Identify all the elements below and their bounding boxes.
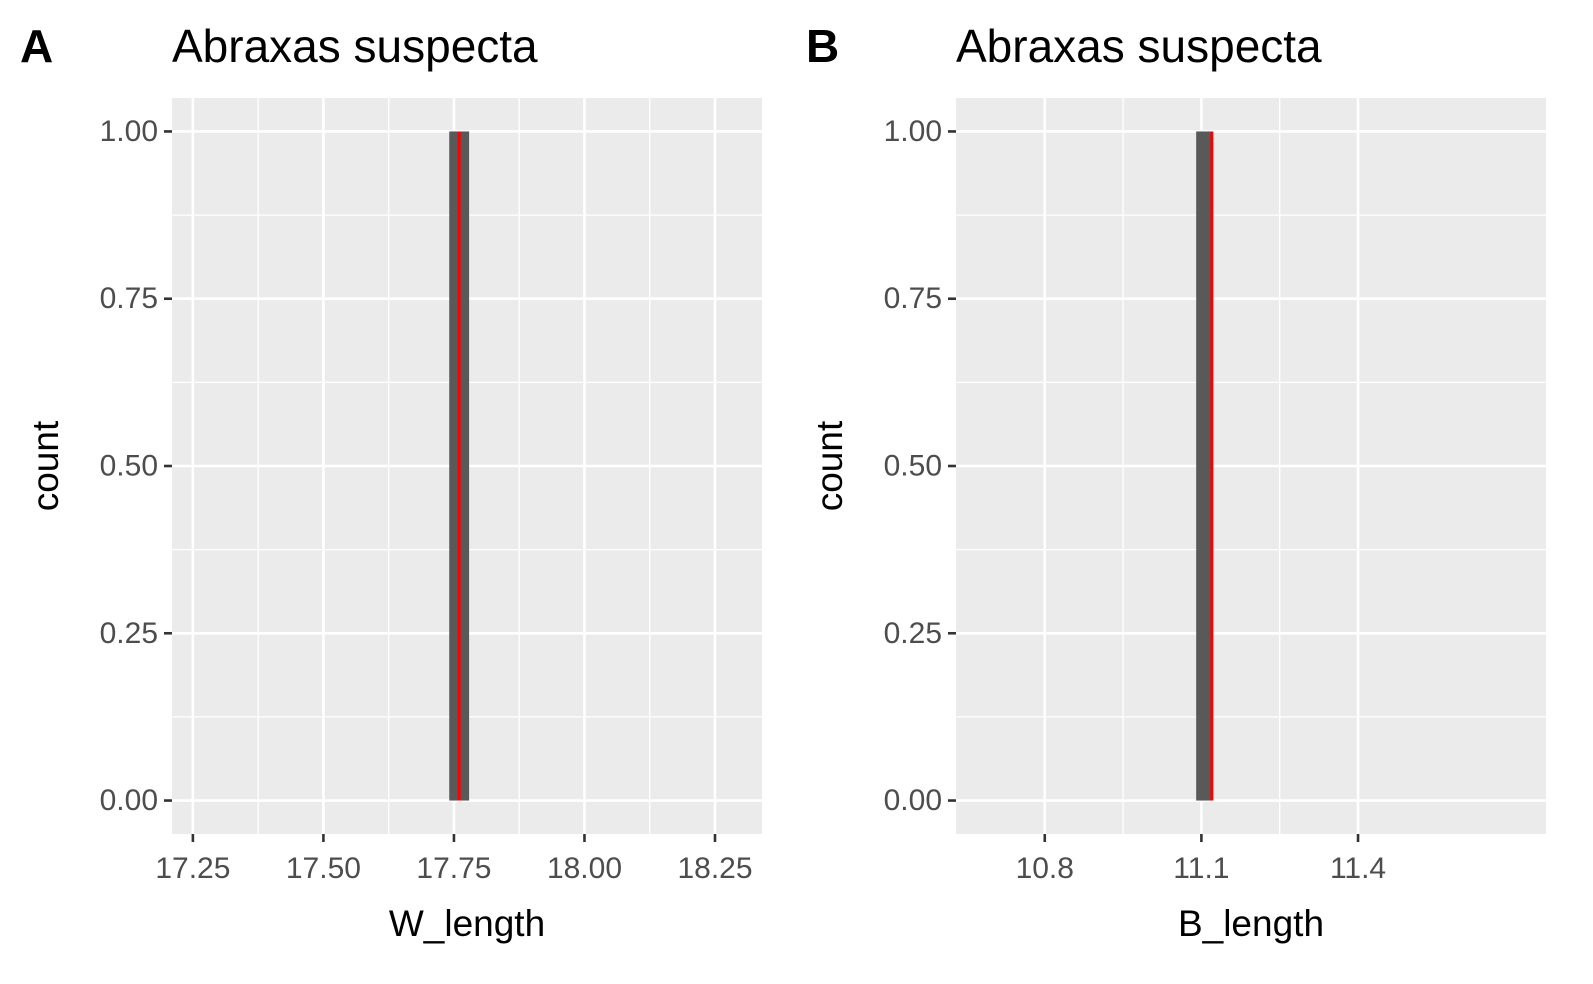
y-tick-label: 0.00 xyxy=(884,784,942,817)
y-tick-label: 0.75 xyxy=(884,282,942,315)
x-axis-title: W_length xyxy=(389,903,545,944)
x-tick-label: 10.8 xyxy=(1016,852,1074,885)
y-tick-label: 1.00 xyxy=(100,115,158,148)
x-tick-label: 11.4 xyxy=(1330,852,1386,885)
y-tick-label: 0.00 xyxy=(100,784,158,817)
y-tick-label: 0.50 xyxy=(100,450,158,483)
panel-tag: B xyxy=(806,20,839,72)
panel-tag: A xyxy=(20,20,53,72)
y-axis-title: count xyxy=(25,420,66,511)
x-axis-title: B_length xyxy=(1178,903,1324,944)
chart-title: Abraxas suspecta xyxy=(956,20,1322,72)
y-tick-label: 0.75 xyxy=(100,282,158,315)
x-tick-label: 17.75 xyxy=(416,852,491,885)
x-tick-label: 18.00 xyxy=(547,852,622,885)
y-tick-label: 0.50 xyxy=(884,450,942,483)
x-tick-label: 11.1 xyxy=(1173,852,1229,885)
y-tick-label: 1.00 xyxy=(884,115,942,148)
x-tick-label: 17.25 xyxy=(155,852,230,885)
histogram-bar xyxy=(1196,131,1212,801)
chart-title: Abraxas suspecta xyxy=(172,20,538,72)
x-tick-label: 18.25 xyxy=(677,852,752,885)
y-axis-title: count xyxy=(809,420,850,511)
panel-b: 0.00 0.25 0.50 0.75 1.00 10.8 11.1 11.4 B Abraxas… xyxy=(806,20,1546,944)
y-tick-label: 0.25 xyxy=(884,617,942,650)
panel-a: 0.00 0.25 0.50 0.75 1.00 17.25 17.50 17.75 18.00… xyxy=(20,20,762,944)
y-tick-label: 0.25 xyxy=(100,617,158,650)
x-tick-label: 17.50 xyxy=(286,852,361,885)
